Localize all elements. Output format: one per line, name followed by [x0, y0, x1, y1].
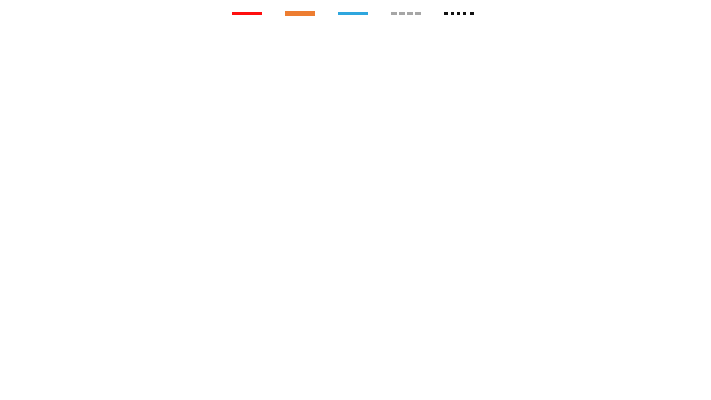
- apharman-line-swatch-icon: [390, 11, 421, 15]
- legend-item-dfmod: [337, 11, 374, 15]
- legend-item-har2019: [284, 10, 321, 16]
- har2019-line-swatch-icon: [284, 10, 315, 16]
- soundguys-line-swatch-icon: [231, 11, 262, 15]
- legend-item-apharman2018ver2: [390, 11, 427, 15]
- df-line-swatch-icon: [443, 11, 474, 15]
- legend-item-df: [443, 11, 480, 15]
- dfmod-line-swatch-icon: [337, 11, 368, 15]
- chart-legend: [0, 3, 711, 23]
- legend-item-soundguys: [231, 11, 268, 15]
